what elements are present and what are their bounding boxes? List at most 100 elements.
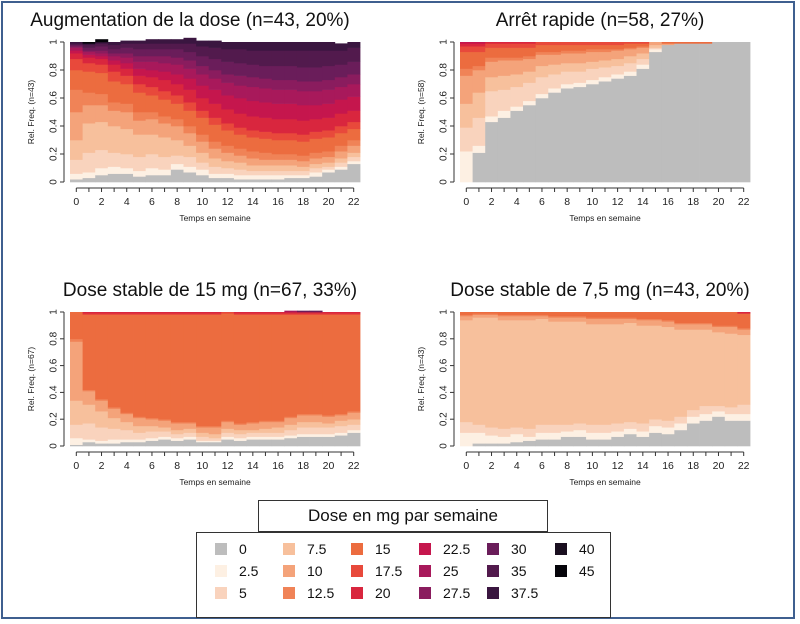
bar-segment-dose-27.5-week-6 [145,56,159,62]
bar-segment-dose-7.5-week-7 [548,321,562,425]
bar-segment-dose-7.5-week-12 [611,324,625,424]
bar-segment-dose-15-week-3 [107,314,121,408]
bar-segment-dose-12.5-week-0 [460,314,474,317]
bar-segment-dose-15-week-13 [623,312,637,318]
bar-segment-dose-12.5-week-4 [510,314,524,317]
bar-segment-dose-20-week-15 [259,117,273,132]
bar-segment-dose-30-week-5 [133,49,147,57]
x-tick-label: 6 [149,460,155,472]
bar-segment-dose-5-week-20 [712,405,726,412]
bar-segment-dose-20-week-3 [497,42,511,44]
bar-segment-dose-7.5-week-10 [586,324,600,425]
bar-segment-dose-12.5-week-20 [322,151,336,158]
bar-segment-dose-15-week-8 [170,103,184,120]
bar-segment-dose-12.5-week-0 [460,68,474,76]
bar-segment-dose-0-week-17 [674,429,688,447]
bar-segment-dose-30-week-16 [271,65,285,81]
bar-segment-dose-5-week-7 [158,156,172,170]
x-tick-label: 12 [612,460,624,472]
bar-segment-dose-25-week-21 [334,86,348,100]
y-tick-label: 1 [49,309,60,315]
legend-item: 7.5 [283,541,326,558]
bar-segment-dose-15-week-16 [271,140,285,155]
bar-segment-dose-35-week-9 [183,43,197,53]
bar-segment-dose-10-week-18 [686,324,700,330]
bar-segment-dose-20-week-20 [322,312,336,314]
bar-segment-dose-10-week-5 [523,58,537,72]
chart-panel-3: Dose stable de 15 mg (n=67, 33%) 0 0.2 0.4… [10,280,390,510]
bar-segment-dose-2.5-week-16 [271,175,285,180]
bar-segment-dose-15-week-17 [674,42,688,44]
legend-swatch [283,543,295,555]
bar-segment-dose-10-week-21 [724,326,738,334]
bar-segment-dose-0-week-22 [737,42,751,183]
bar-segment-dose-5-week-12 [221,432,235,437]
bar-segment-dose-10-week-7 [548,317,562,322]
x-tick-label: 16 [662,460,674,472]
bar-segment-dose-20-week-20 [322,117,336,131]
bar-segment-dose-0-week-9 [573,436,587,447]
legend-item: 30 [487,541,527,558]
bar-segment-dose-0-week-12 [611,78,625,183]
bar-segment-dose-12.5-week-8 [560,316,574,318]
legend-swatch [487,543,499,555]
bar-segment-dose-12.5-week-6 [145,417,159,420]
legend-item: 2.5 [215,563,258,580]
bar-segment-dose-15-week-20 [712,312,726,326]
bar-segment-dose-10-week-22 [737,329,751,336]
bar-segment-dose-22.5-week-1 [472,42,486,44]
bar-segment-dose-7.5-week-9 [183,428,197,433]
bar-segment-dose-5-week-7 [548,424,562,433]
x-tick-label: 16 [272,196,284,208]
bar-segment-dose-17.5-week-11 [208,313,222,315]
bar-segment-dose-15-week-17 [674,312,688,324]
bar-segment-dose-20-week-6 [145,312,159,314]
bar-segment-dose-0-week-5 [523,440,537,447]
bar-segment-dose-0-week-19 [699,420,713,447]
bar-segment-dose-30-week-7 [158,49,172,57]
bar-segment-dose-2.5-week-6 [535,93,549,99]
bar-segment-dose-7.5-week-14 [636,53,650,60]
bar-segment-dose-30-week-13 [233,63,247,76]
bar-segment-dose-0-week-3 [107,443,121,447]
bar-segment-dose-20-week-4 [120,312,134,314]
bar-segment-dose-15-week-14 [246,137,260,152]
bar-segment-dose-7.5-week-8 [560,63,574,72]
legend-swatch [283,565,295,577]
bar-segment-dose-35-week-6 [145,43,159,50]
bar-segment-dose-17.5-week-19 [309,313,323,315]
bar-segment-dose-10-week-2 [485,61,499,78]
bar-segment-dose-12.5-week-6 [535,314,549,317]
bar-segment-dose-25-week-12 [221,82,235,96]
bar-segment-dose-12.5-week-17 [284,154,298,160]
bar-segment-dose-0-week-17 [674,43,688,183]
chart-title: Dose stable de 7,5 mg (n=43, 20%) [450,280,750,301]
bar-segment-dose-12.5-week-3 [107,407,121,409]
bar-segment-dose-15-week-15 [649,312,663,319]
bar-segment-dose-0-week-18 [296,177,310,183]
bar-segment-dose-2.5-week-2 [95,168,109,176]
bar-segment-dose-2.5-week-0 [70,437,84,445]
bar-segment-dose-20-week-1 [82,57,96,64]
bar-segment-dose-15-week-11 [208,124,222,142]
bar-segment-dose-12.5-week-14 [246,421,260,424]
bar-segment-dose-5-week-2 [95,149,109,169]
y-tick-label: 0.6 [49,91,60,105]
bar-segment-dose-5-week-16 [271,432,285,437]
bar-segment-dose-2.5-week-5 [523,100,537,106]
bar-segment-dose-10-week-5 [133,120,147,135]
bar-segment-dose-5-week-18 [296,427,310,435]
bar-segment-dose-22.5-week-9 [183,78,197,90]
legend-swatch [487,587,499,599]
chart-title: Arrêt rapide (n=58, 27%) [495,10,705,31]
legend-label: 17.5 [375,563,403,579]
bar-segment-dose-2.5-week-14 [636,431,650,437]
legend-swatch [215,565,227,577]
bar-segment-dose-5-week-0 [460,127,474,152]
bar-segment-dose-12.5-week-17 [284,416,298,419]
bar-segment-dose-7.5-week-6 [535,318,549,425]
bar-segment-dose-7.5-week-3 [497,320,511,429]
bar-segment-dose-0-week-4 [510,110,524,183]
bar-segment-dose-15-week-1 [82,71,96,93]
bar-segment-dose-15-week-22 [347,314,361,412]
